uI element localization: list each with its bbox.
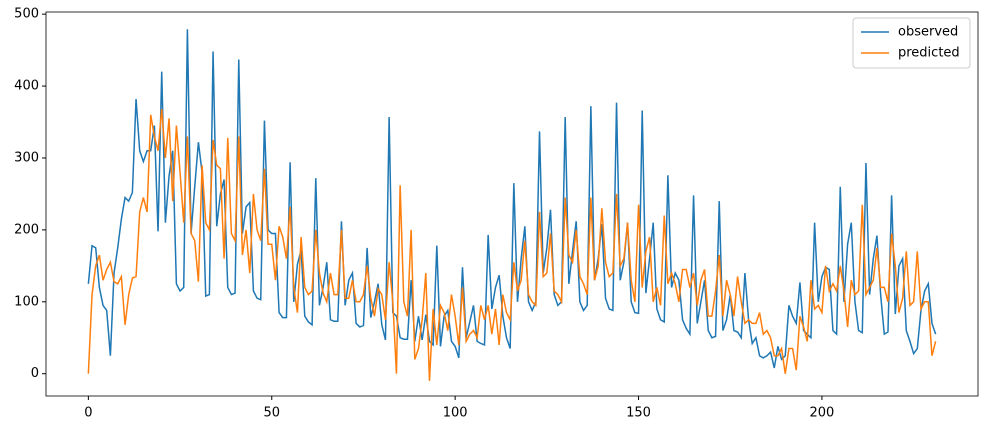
y-tick-label: 100 [14,294,39,309]
x-tick-label: 200 [810,406,835,421]
x-tick-label: 150 [626,406,651,421]
legend-box [852,17,971,69]
y-tick-label: 200 [14,222,39,237]
line [87,109,937,381]
legend-label: predicted [898,46,960,61]
line [87,29,937,369]
y-tick-label: 500 [14,7,39,22]
y-tick-label: 400 [14,79,39,94]
x-tick-label: 100 [443,406,468,421]
x-tick-label: 0 [84,406,92,421]
x-tick-label: 50 [263,406,280,421]
legend: observed predicted [852,17,971,69]
plot-frame [45,11,979,397]
y-tick-label: 0 [31,366,39,381]
y-tick-label: 300 [14,150,39,165]
legend-label: observed [898,25,958,40]
